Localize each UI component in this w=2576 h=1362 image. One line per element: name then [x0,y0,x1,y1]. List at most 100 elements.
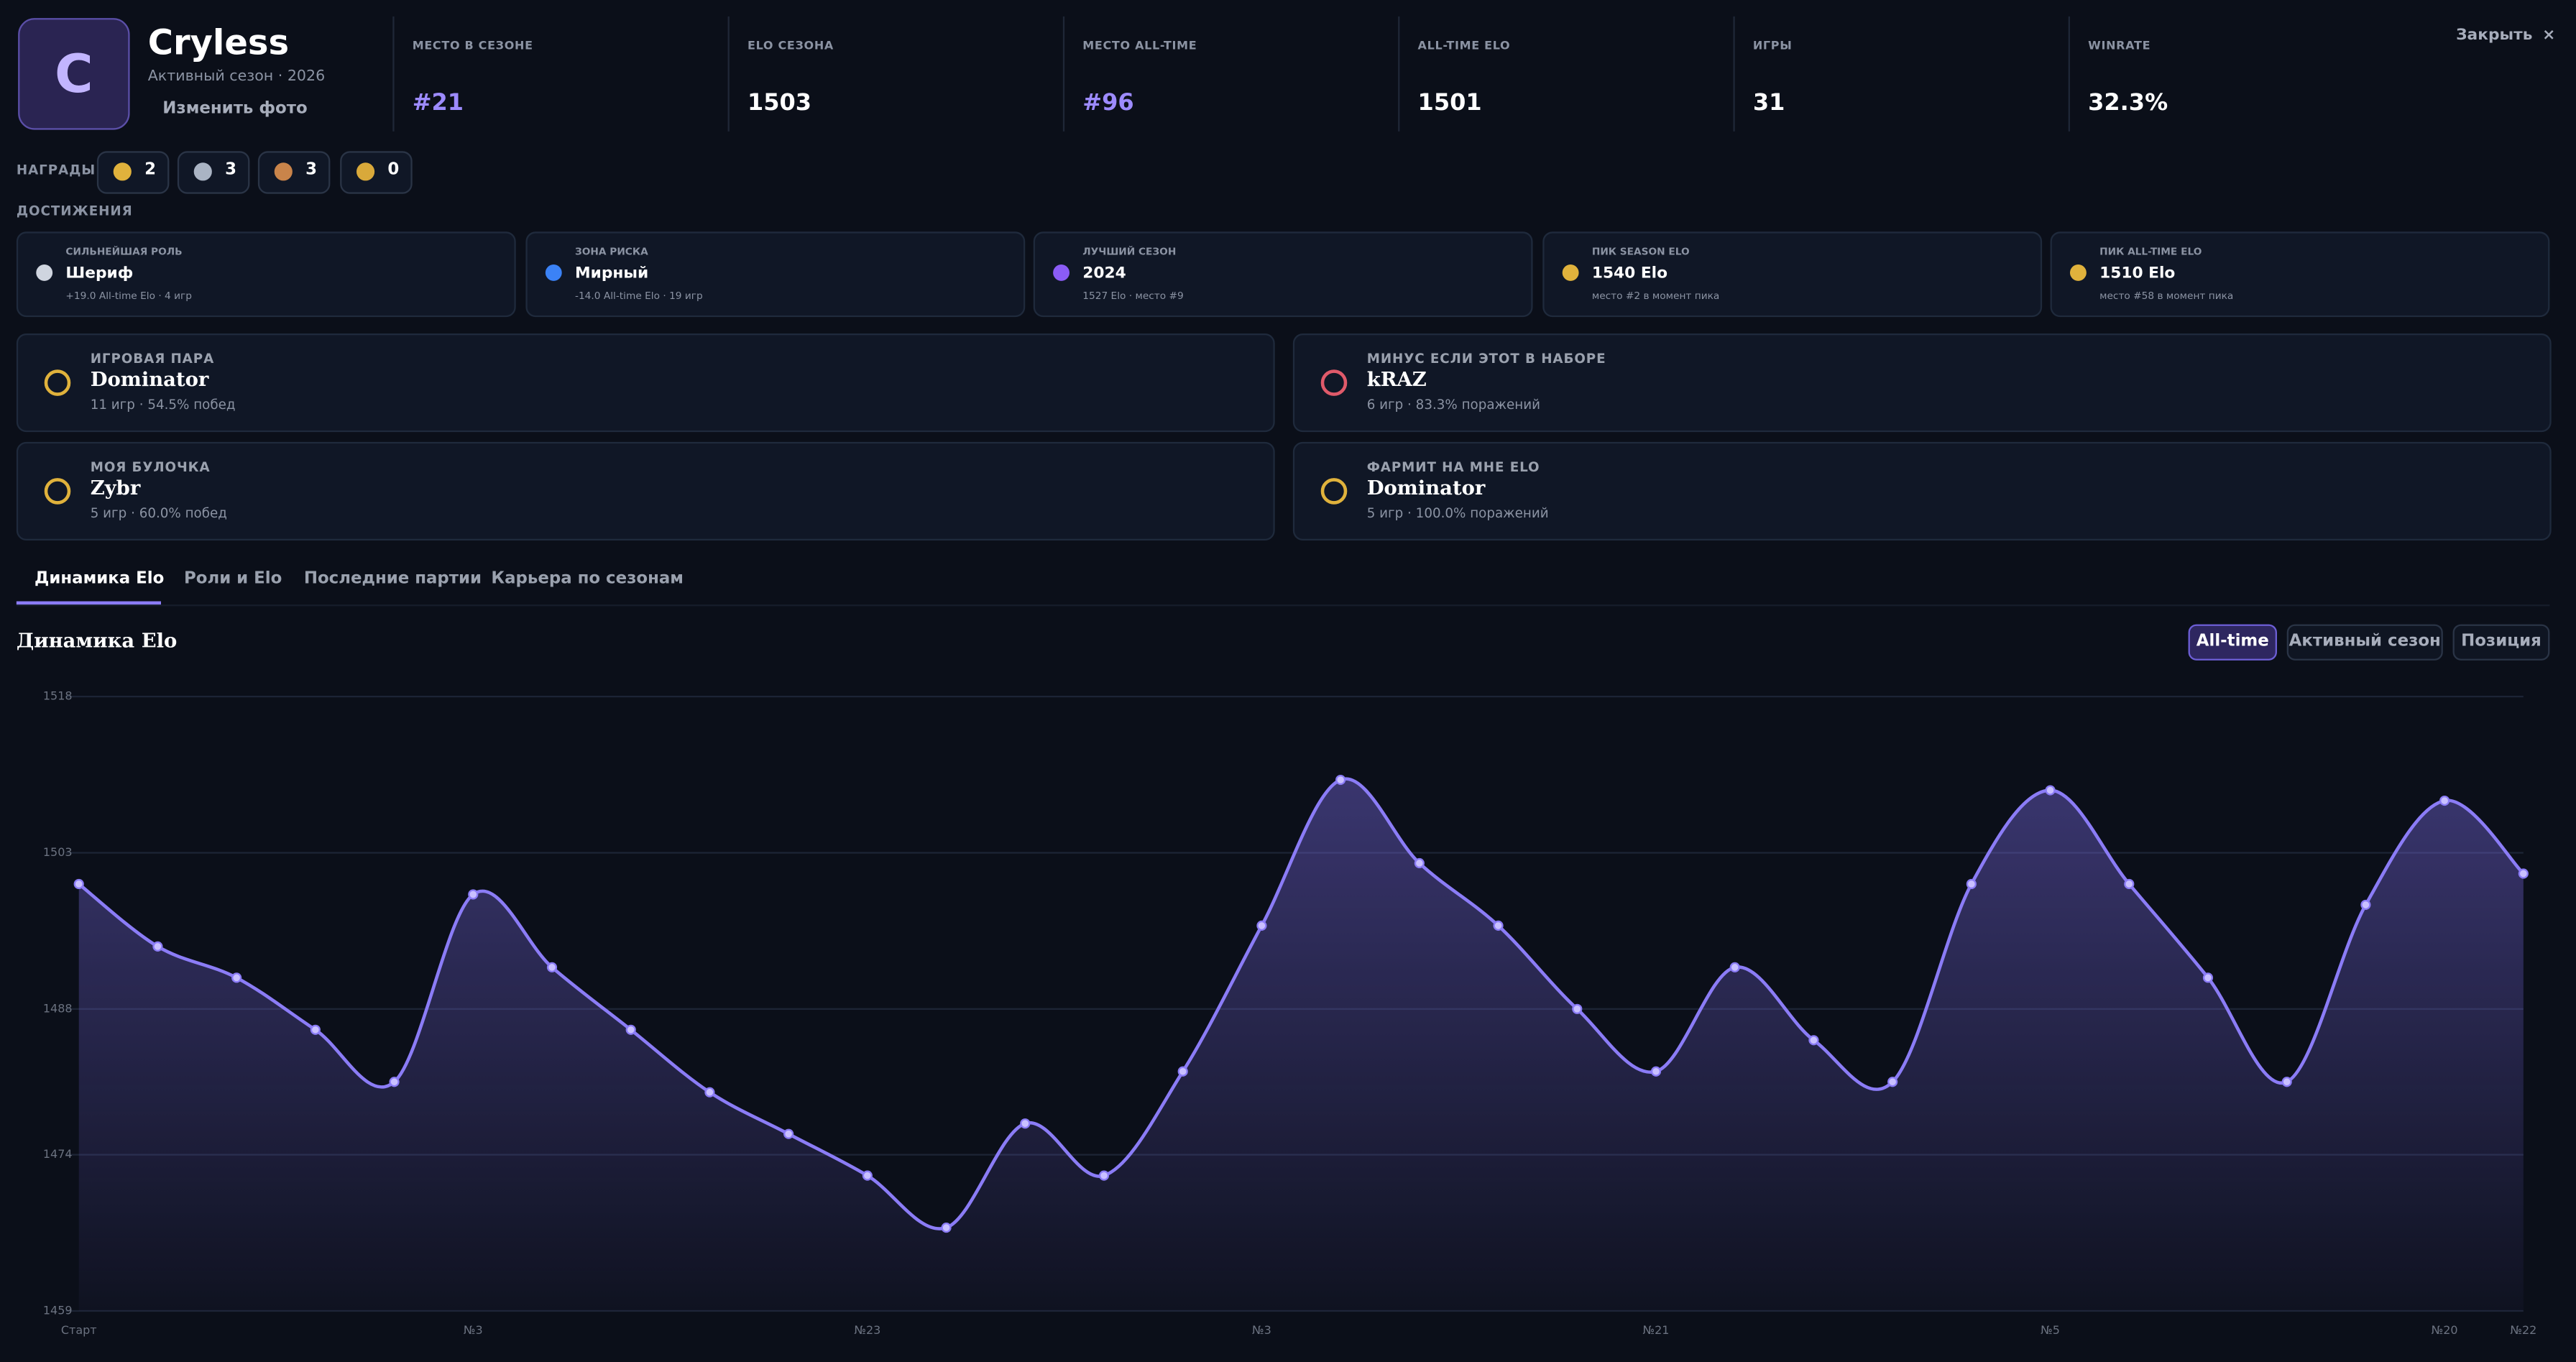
stat-label: ИГРЫ [1752,39,1793,53]
x-tick-label: №3 [1252,1323,1271,1337]
data-point [2202,972,2214,983]
data-point [704,1087,715,1098]
achievement-card card: ЗОНА РИСКА Мирный -14.0 All-time Elo · 19 … [525,231,1026,318]
pair-note: 5 игр · 100.0% поражений [1366,505,1549,521]
toggle-button[interactable]: Позиция [2452,624,2550,661]
x-tick-label: №22 [2510,1323,2536,1337]
achievement-label: СИЛЬНЕЙШАЯ РОЛЬ [65,246,183,258]
stat-divider [392,16,395,132]
pair-label: ФАРМИТ НА МНЕ ELO [1366,459,1540,475]
tab-underline [16,601,161,605]
x-tick-label: №21 [1643,1323,1670,1337]
change-photo-button[interactable]: Изменить фото [162,100,308,119]
achievement-card card: ПИК SEASON ELO 1540 Elo место #2 в момент … [1542,231,2043,318]
user-subtitle: Активный сезон · 2026 [147,68,326,86]
pair-icon [44,369,71,396]
toggle-button[interactable]: Активный сезон [2286,624,2443,661]
award-pill: 3 [177,151,250,194]
data-point [73,878,84,890]
data-point [1808,1035,1819,1046]
pair-name: Dominator [1366,476,1486,500]
stat-divider [727,16,730,132]
data-point [1020,1118,1031,1129]
data-point [783,1128,794,1139]
x-tick-label: №3 [464,1323,483,1337]
tab[interactable]: Последние партии [303,570,482,589]
stat-label: ALL-TIME ELO [1417,39,1511,53]
tabs-border [16,604,2550,607]
data-point [1177,1066,1188,1077]
pair-icon [1320,478,1348,505]
user-name: Cryless [147,22,290,63]
pair-note: 6 игр · 83.3% поражений [1366,397,1540,413]
award-icon [113,162,132,181]
achievements-title: ДОСТИЖЕНИЯ [16,203,133,218]
achievement-note: 1527 Elo · место #9 [1082,290,1184,303]
data-point [468,889,479,900]
achievement-icon [36,264,53,281]
pair-note: 5 игр · 60.0% побед [90,505,227,521]
stat-value: #21 [412,90,464,117]
pair-card: ИГРОВАЯ ПАРА Dominator 11 игр · 54.5% побе… [16,333,1275,433]
data-point [1335,774,1346,786]
x-tick-label: №5 [2041,1323,2060,1337]
data-point [941,1222,952,1233]
x-tick-label: Старт [61,1323,97,1337]
achievement-label: ПИК ALL-TIME ELO [2099,246,2202,258]
achievement-label: ЛУЧШИЙ СЕЗОН [1082,246,1177,258]
pair-name: kRAZ [1366,367,1427,391]
data-point [1887,1077,1898,1087]
achievement-card card: СИЛЬНЕЙШАЯ РОЛЬ Шериф +19.0 All-time Elo ·… [16,231,516,318]
y-tick-label: 1518 [43,689,73,703]
pair-label: МОЯ БУЛОЧКА [90,459,211,475]
tab[interactable]: Карьера по сезонам [491,570,684,589]
tab[interactable]: Роли и Elo [183,570,282,589]
achievement-value: 1540 Elo [1591,264,1668,283]
achievement-icon [1562,264,1579,281]
y-tick-label: 1488 [43,1001,73,1015]
stat-divider [1062,16,1065,132]
y-tick-label: 1474 [43,1147,73,1161]
stat-divider [1733,16,1735,132]
pair-note: 11 игр · 54.5% побед [90,397,236,413]
close-icon: × [2542,26,2556,45]
area [78,778,2524,1311]
data-point [2360,899,2371,911]
data-point [1729,962,1740,972]
achievement-note: место #58 в момент пика [2099,290,2234,303]
stat-value: 31 [1752,90,1785,117]
stat-divider [2068,16,2070,132]
data-point [625,1024,636,1035]
achievement-label: ЗОНА РИСКА [574,246,648,258]
data-point [1098,1170,1110,1181]
award-count: 3 [225,160,237,180]
x-tick-label: №20 [2432,1323,2458,1337]
achievement-note: -14.0 All-time Elo · 19 игр [574,290,703,303]
pair-card: ФАРМИТ НА МНЕ ELO Dominator 5 игр · 100.0%… [1292,441,2552,540]
award-pill: 0 [340,151,413,194]
data-point [862,1170,873,1181]
data-point [1966,878,1977,890]
data-point [231,972,242,983]
toggle-button[interactable]: All-time [2188,624,2277,661]
close-button[interactable]: Закрыть × [2456,27,2555,45]
achievement-value: 2024 [1082,264,1126,283]
award-icon [356,162,375,181]
award-icon [193,162,212,181]
award-pill: 3 [257,151,331,194]
data-point [2045,785,2056,796]
data-point [1493,920,1504,931]
avatar: C [18,18,130,130]
stat-value: 1503 [747,90,812,117]
award-icon [274,162,293,181]
achievement-value: Мирный [574,264,649,283]
pair-name: Dominator [90,367,209,391]
pair-label: МИНУС ЕСЛИ ЭТОТ В НАБОРЕ [1366,351,1606,367]
achievement-card card: ЛУЧШИЙ СЕЗОН 2024 1527 Elo · место #9 [1033,231,1533,318]
data-point [1572,1003,1583,1014]
tab[interactable]: Динамика Elo [34,570,165,589]
data-point [152,941,163,952]
